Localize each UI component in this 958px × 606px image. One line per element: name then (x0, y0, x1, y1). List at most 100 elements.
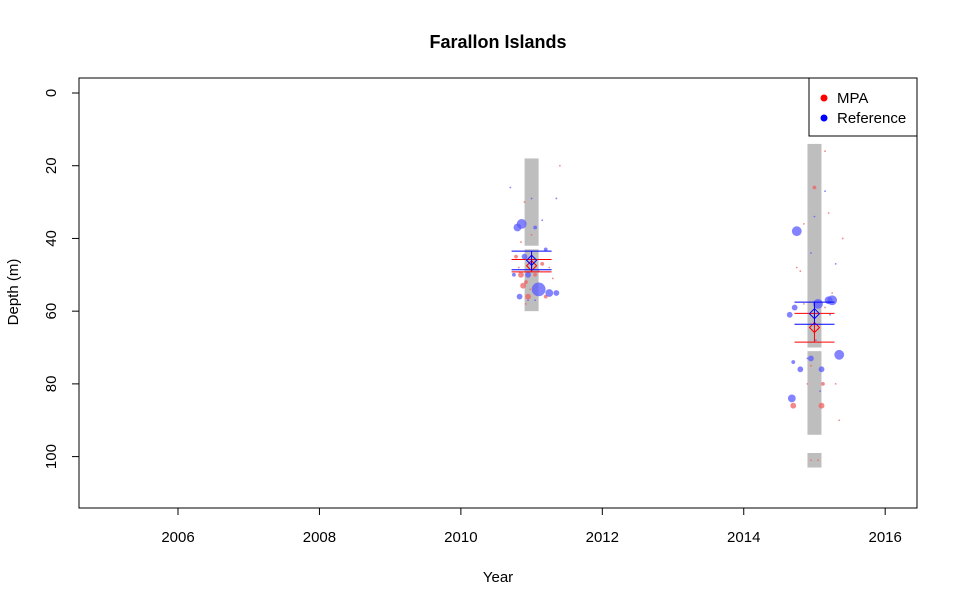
mpa-point (517, 266, 520, 269)
reference-point (834, 349, 845, 360)
mpa-point (810, 364, 812, 367)
mpa-point (533, 272, 538, 277)
reference-point (827, 295, 838, 306)
x-tick-label: 2006 (161, 529, 194, 546)
legend-label: MPA (837, 90, 868, 107)
mpa-point (558, 164, 561, 167)
chart-title: Farallon Islands (429, 32, 566, 52)
mpa-point (514, 254, 518, 259)
mpa-point (810, 459, 812, 462)
reference-mean-marker (808, 307, 821, 320)
depth-range-bar (807, 351, 822, 435)
reference-point (512, 272, 516, 277)
reference-point (818, 366, 825, 373)
reference-point (555, 197, 558, 200)
mpa-point (524, 280, 528, 284)
reference-point (786, 311, 793, 318)
mpa-point (525, 302, 527, 305)
reference-point (530, 197, 533, 200)
mpa-point (841, 237, 844, 240)
x-tick-label: 2014 (727, 529, 760, 546)
reference-point (824, 190, 826, 193)
reference-point (531, 282, 546, 297)
depth-range-bar (524, 158, 539, 246)
mpa-point (540, 261, 545, 266)
mpa-point (525, 293, 531, 300)
mpa-point (834, 382, 837, 385)
mpa-mean-marker (808, 321, 821, 334)
mpa-point (806, 382, 809, 385)
mpa-point (518, 271, 524, 278)
x-tick-label: 2008 (303, 529, 336, 546)
y-tick-label: 100 (43, 444, 60, 469)
reference-point (791, 226, 802, 237)
x-tick-label: 2016 (868, 529, 901, 546)
mpa-point (827, 212, 830, 214)
reference-point (806, 357, 809, 360)
x-tick-label: 2010 (444, 529, 477, 546)
legend-label: Reference (837, 110, 906, 127)
reference-point (527, 299, 529, 302)
mpa-point (802, 302, 805, 305)
mpa-point (812, 185, 817, 190)
plot-area (509, 143, 845, 468)
axes: 2006 2008 2010 2012 2014 2016 0 20 40 60 80 100 (43, 89, 902, 546)
reference-point (814, 339, 817, 342)
y-axis-label: Depth (m) (5, 259, 22, 326)
legend-marker (820, 94, 828, 102)
mpa-point (551, 277, 554, 280)
x-tick-label: 2012 (586, 529, 619, 546)
mpa-point (530, 233, 533, 236)
reference-point (834, 262, 837, 265)
depth-range-bar (807, 452, 822, 468)
x-axis-label: Year (483, 569, 513, 586)
mpa-point (520, 241, 522, 243)
y-tick-label: 20 (43, 157, 60, 174)
mpa-point (824, 306, 826, 309)
mpa-point (817, 459, 819, 462)
reference-point (813, 215, 816, 218)
reference-point (808, 355, 814, 362)
reference-point (829, 313, 831, 316)
reference-point (787, 394, 796, 403)
depth-range-bar (807, 143, 822, 348)
mpa-point (790, 402, 797, 409)
reference-point (813, 298, 823, 309)
mpa-point (802, 222, 805, 225)
reference-point (545, 289, 554, 297)
mpa-point (548, 266, 551, 269)
legend-box (808, 77, 918, 137)
reference-point (516, 218, 527, 229)
mpa-point (795, 266, 798, 269)
mpa-mean-marker (525, 260, 538, 272)
reference-point (541, 219, 544, 222)
legend-marker (820, 114, 828, 122)
mpa-point (818, 402, 825, 409)
reference-point (791, 304, 798, 311)
reference-point (516, 293, 523, 300)
reference-point (521, 253, 528, 260)
reference-point (819, 390, 822, 393)
reference-mean-marker (525, 254, 538, 266)
reference-point (791, 360, 796, 364)
reference-point (553, 290, 560, 296)
mpa-point (824, 150, 826, 153)
mpa-point (523, 201, 526, 203)
y-tick-label: 60 (43, 303, 60, 320)
reference-point (525, 271, 531, 278)
y-tick-label: 40 (43, 230, 60, 247)
legend: MPA Reference (808, 77, 918, 137)
plot-frame (78, 77, 918, 509)
mpa-point (520, 282, 527, 289)
mpa-point (831, 292, 834, 294)
reference-point (543, 247, 548, 252)
mpa-point (838, 419, 841, 422)
mpa-point (821, 381, 825, 386)
reference-point (810, 252, 812, 254)
reference-point (534, 299, 537, 302)
reference-point (797, 366, 804, 373)
y-tick-label: 80 (43, 376, 60, 393)
reference-point (509, 186, 512, 189)
